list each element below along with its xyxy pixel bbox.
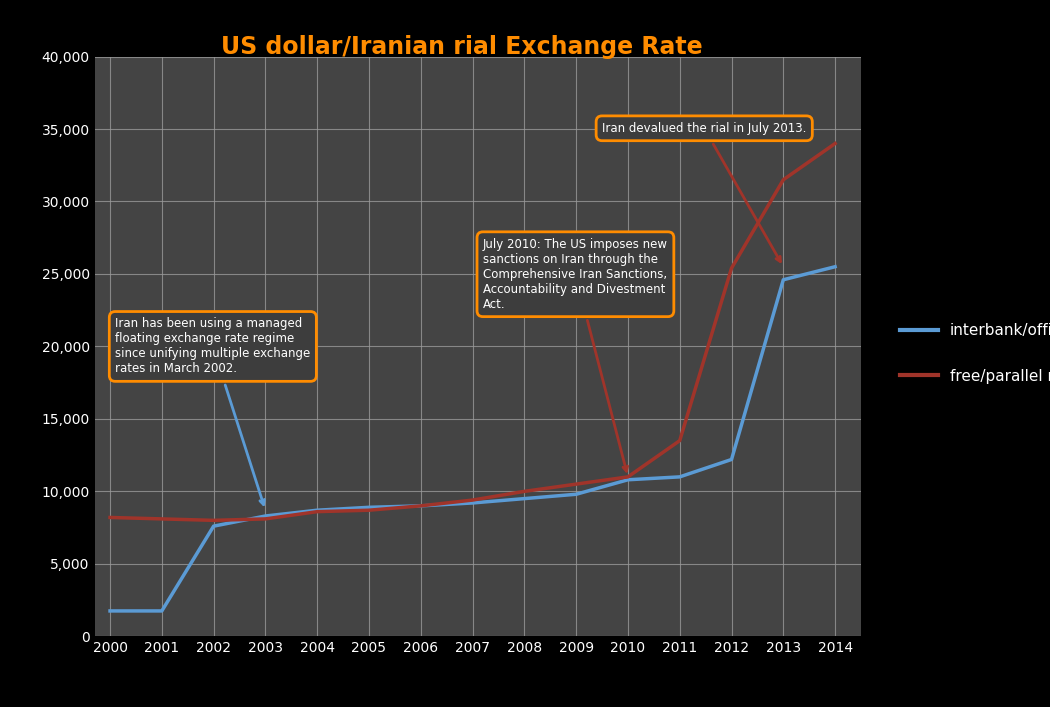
Line: interbank/official: interbank/official [110,267,835,611]
free/parallel market [726,264,738,272]
interbank/official [104,607,117,615]
interbank/official [207,522,219,530]
interbank/official [259,512,272,520]
interbank/official [726,455,738,464]
Legend: interbank/official, free/parallel market: interbank/official, free/parallel market [884,308,1050,399]
interbank/official [415,502,427,510]
interbank/official [777,276,790,284]
free/parallel market [828,139,841,148]
Text: Iran has been using a managed
floating exchange rate regime
since unifying multi: Iran has been using a managed floating e… [116,317,311,505]
free/parallel market [466,496,479,504]
interbank/official [518,494,530,503]
interbank/official [570,490,583,498]
interbank/official [362,503,375,512]
free/parallel market [622,473,634,481]
free/parallel market [673,436,686,445]
interbank/official [828,262,841,271]
free/parallel market [259,515,272,523]
Text: July 2010: The US imposes new
sanctions on Iran through the
Comprehensive Iran S: July 2010: The US imposes new sanctions … [483,238,668,471]
interbank/official [622,476,634,484]
free/parallel market [207,516,219,525]
interbank/official [155,607,168,615]
free/parallel market [311,508,323,516]
Text: US dollar/Iranian rial Exchange Rate: US dollar/Iranian rial Exchange Rate [222,35,702,59]
free/parallel market [777,175,790,184]
free/parallel market [104,513,117,522]
interbank/official [673,473,686,481]
Line: free/parallel market: free/parallel market [110,144,835,520]
free/parallel market [155,515,168,523]
free/parallel market [415,502,427,510]
interbank/official [466,498,479,507]
free/parallel market [518,487,530,496]
free/parallel market [570,480,583,489]
free/parallel market [362,506,375,515]
Text: Iran devalued the rial in July 2013.: Iran devalued the rial in July 2013. [602,122,806,262]
interbank/official [311,506,323,515]
